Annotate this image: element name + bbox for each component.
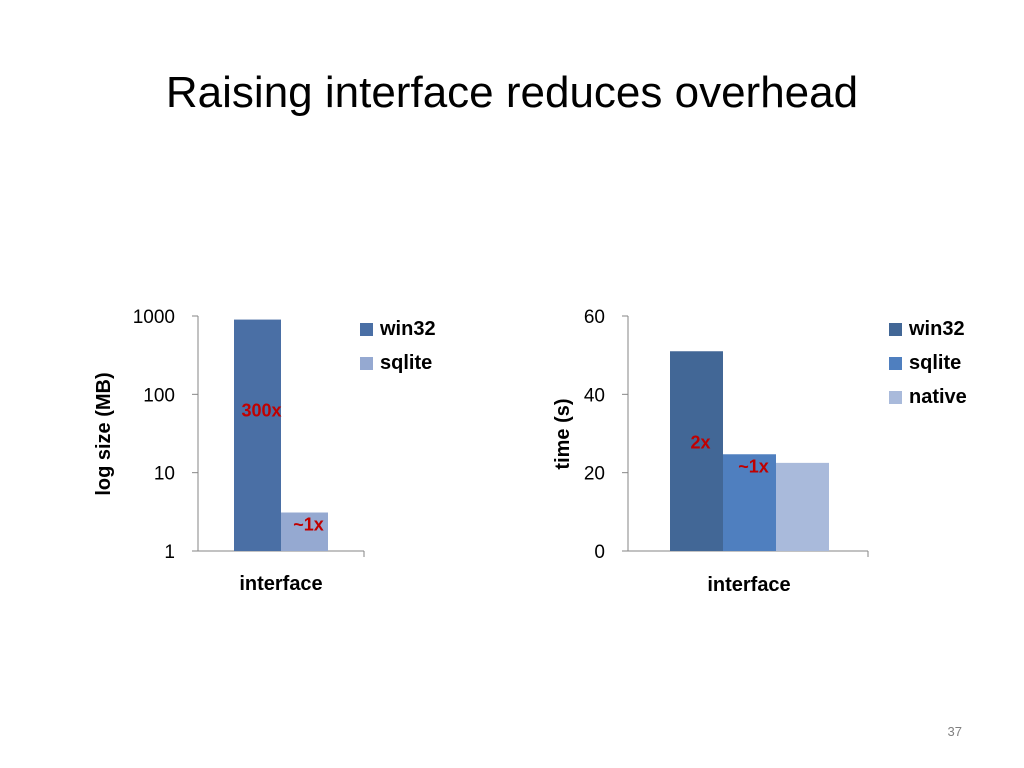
chart2-legend-label-win32: win32 xyxy=(908,318,965,340)
chart2-y-tick-label: 60 xyxy=(584,307,605,328)
chart2-y-tick-label: 0 xyxy=(594,542,605,563)
chart1-legend-label-win32: win32 xyxy=(379,318,436,340)
chart1-annotation-win32: 300x xyxy=(241,401,281,421)
chart2-legend-label-native: native xyxy=(909,386,967,408)
chart2-annotation-sqlite: ~1x xyxy=(738,456,769,476)
chart2-annotation-win32: 2x xyxy=(690,432,710,452)
slide-title: Raising interface reduces overhead xyxy=(165,68,859,117)
chart2-x-axis-label: interface xyxy=(707,574,790,596)
chart1-legend-swatch-win32 xyxy=(360,323,373,336)
slide-number: 37 xyxy=(947,724,962,739)
chart2-legend-swatch-native xyxy=(889,391,902,404)
chart2-bar-sqlite xyxy=(723,454,776,551)
chart1-y-tick-label: 10 xyxy=(154,464,175,485)
chart2-y-tick-label: 40 xyxy=(584,385,605,406)
chart2-legend-label-sqlite: sqlite xyxy=(909,352,961,374)
chart1-legend-swatch-sqlite xyxy=(360,357,373,370)
chart1-y-axis-label: log size (MB) xyxy=(93,372,115,495)
chart2-bar-native xyxy=(776,462,829,551)
chart1-y-tick-label: 1 xyxy=(164,542,175,563)
chart1-x-axis-label: interface xyxy=(239,573,322,595)
chart2-bar-win32 xyxy=(670,351,723,551)
chart1-y-tick-label: 1000 xyxy=(133,307,175,328)
chart1-bar-sqlite xyxy=(281,512,328,551)
chart2-y-tick-label: 20 xyxy=(584,464,605,485)
chart1-annotation-sqlite: ~1x xyxy=(293,515,324,535)
chart2-y-axis-label: time (s) xyxy=(552,398,574,469)
chart1-legend-label-sqlite: sqlite xyxy=(380,352,432,374)
chart1-bar-win32 xyxy=(234,319,281,551)
chart2-legend-swatch-sqlite xyxy=(889,357,902,370)
chart2-legend-swatch-win32 xyxy=(889,323,902,336)
chart1-y-tick-label: 100 xyxy=(143,385,175,406)
